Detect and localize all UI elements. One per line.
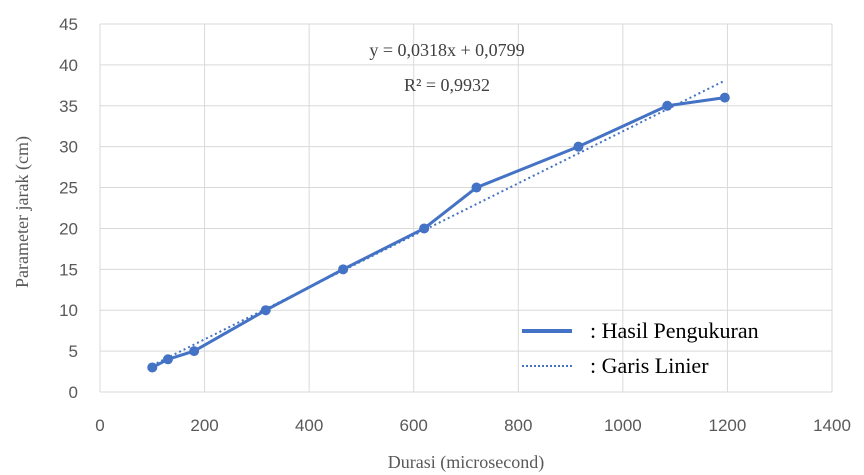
x-tick-label: 1000 [604,416,642,435]
x-axis-title: Durasi (microsecond) [388,452,544,473]
y-tick-label: 30 [59,138,78,157]
y-axis-title: Parameter jarak (cm) [12,136,33,288]
y-tick-label: 20 [59,219,78,238]
data-point [260,305,271,316]
series-line-hasil-pengukuran [151,96,726,369]
y-tick-label: 25 [59,179,78,198]
x-tick-label: 800 [504,416,532,435]
y-tick-label: 40 [59,56,78,75]
legend-label-garis-linier: : Garis Linier [590,353,709,378]
data-point [719,92,730,103]
data-point [338,264,349,275]
trendline [151,79,726,367]
x-tick-label: 600 [400,416,428,435]
data-point [147,362,158,373]
x-tick-label: 1400 [813,416,851,435]
trendline-equation: y = 0,0318x + 0,0799 [369,40,524,60]
y-tick-label: 15 [59,260,78,279]
x-tick-label: 400 [295,416,323,435]
grid [99,23,833,393]
data-point [573,141,584,152]
data-series [147,92,730,373]
y-tick-label: 0 [69,383,78,402]
x-tick-label: 200 [190,416,218,435]
y-tick-label: 35 [59,97,78,116]
data-point [189,346,200,357]
x-tick-label: 1200 [709,416,747,435]
x-tick-label: 0 [95,416,104,435]
data-point [662,100,673,111]
trendline-garis-linier [151,79,726,367]
r-squared-label: R² = 0,9932 [404,75,490,95]
data-point [162,354,173,365]
x-axis-ticks: 0 200 400 600 800 1000 1200 1400 [95,416,851,435]
y-axis-ticks: 0 5 10 15 20 25 30 35 40 45 [59,15,78,402]
data-point [419,223,430,234]
legend-label-hasil-pengukuran: : Hasil Pengukuran [590,318,759,343]
y-tick-label: 5 [69,342,78,361]
y-tick-label: 45 [59,15,78,34]
data-point [471,182,482,193]
y-tick-label: 10 [59,301,78,320]
legend: : Hasil Pengukuran : Garis Linier [522,318,759,378]
